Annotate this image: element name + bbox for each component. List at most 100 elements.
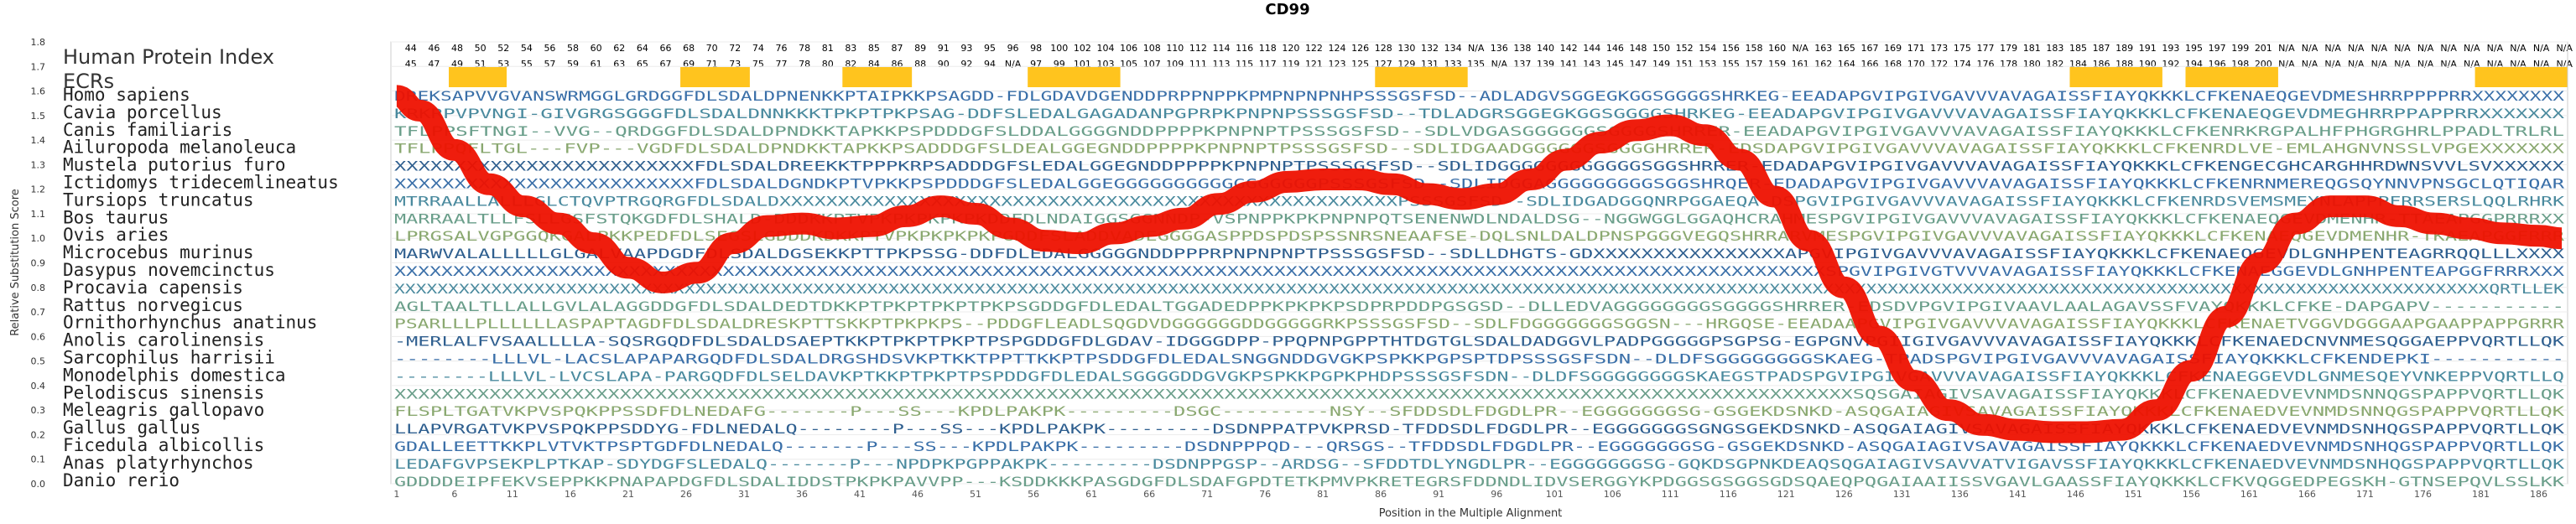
index-bottom-label: 47 xyxy=(428,59,440,70)
index-bottom-label: 75 xyxy=(752,59,764,70)
y-tick-label: 0.6 xyxy=(31,331,46,342)
index-top-label: 108 xyxy=(1143,43,1161,54)
sequence-row: XXXXXXXXXXXXXXXXXXXXXXXXXFDLSDALDGNDKPTV… xyxy=(394,176,2564,192)
sequence-row: LPRGSALVGPGGQKGALPKKPEDFDLSEGSLGDDDKDKKP… xyxy=(394,228,2564,244)
index-top-label: 74 xyxy=(752,43,764,54)
chart-title: CD99 xyxy=(1265,1,1309,18)
index-bottom-label: 143 xyxy=(1583,59,1600,70)
index-top-label: 144 xyxy=(1583,43,1600,54)
species-label: Gallus gallus xyxy=(63,418,200,438)
index-bottom-label: 115 xyxy=(1236,59,1253,70)
x-tick-label: 1 xyxy=(393,489,399,500)
species-label: Bos taurus xyxy=(63,207,169,227)
x-tick-label: 66 xyxy=(1143,489,1155,500)
x-tick-label: 176 xyxy=(2414,489,2432,500)
x-tick-label: 156 xyxy=(2183,489,2200,500)
index-top-label: 48 xyxy=(451,43,463,54)
index-bottom-label: 88 xyxy=(914,59,926,70)
ecr-region-2 xyxy=(842,67,913,87)
index-top-label: N/A xyxy=(2278,43,2295,54)
index-top-label: 56 xyxy=(544,43,555,54)
x-tick-label: 96 xyxy=(1491,489,1502,500)
substitution-score-line xyxy=(394,85,2563,444)
y-axis-label: Relative Substitution Score xyxy=(9,189,22,336)
index-top-label: 175 xyxy=(1954,43,1971,54)
index-bottom-label: N/A xyxy=(2302,59,2318,70)
index-top-label: 136 xyxy=(1491,43,1508,54)
ecr-region-7 xyxy=(2475,67,2568,87)
index-top-label: 68 xyxy=(683,43,695,54)
index-top-label: 60 xyxy=(591,43,602,54)
index-top-label: 83 xyxy=(845,43,856,54)
x-tick-label: 16 xyxy=(565,489,576,500)
sequence-row: PSARLLLPLLLLLLASPAPTAGDFDLSDALDRESKPTTSK… xyxy=(394,316,2564,332)
y-tick-label: 1.1 xyxy=(31,209,46,220)
sequence-row: LLAPVRGATVKPVSPQKPPSDDYG-FDLNEDALQ------… xyxy=(394,421,2564,437)
species-label: Mustela putorius furo xyxy=(63,155,286,175)
index-top-label: 199 xyxy=(2231,43,2249,54)
x-tick-label: 46 xyxy=(912,489,924,500)
index-top-label: 148 xyxy=(1629,43,1647,54)
index-bottom-label: 61 xyxy=(591,59,602,70)
x-tick-label: 101 xyxy=(1546,489,1564,500)
index-bottom-label: 107 xyxy=(1143,59,1161,70)
index-bottom-label: 105 xyxy=(1120,59,1137,70)
index-top-label: 181 xyxy=(2023,43,2041,54)
index-top-label: 104 xyxy=(1096,43,1114,54)
index-bottom-label: 176 xyxy=(1977,59,1995,70)
index-bottom-label: N/A xyxy=(2440,59,2457,70)
sequence-row: DREKSAPVVGVANSWRMGGLGRDGGFDLSDALDPNENKKP… xyxy=(394,88,2564,104)
index-bottom-label: 78 xyxy=(799,59,810,70)
index-top-label: 187 xyxy=(2093,43,2110,54)
index-top-label: 102 xyxy=(1074,43,1091,54)
x-tick-label: 181 xyxy=(2472,489,2490,500)
index-bottom-label: 166 xyxy=(1861,59,1879,70)
species-label: Rattus norvegicus xyxy=(63,295,243,315)
y-tick-label: 0.7 xyxy=(31,307,46,318)
species-label: Ficedula albicollis xyxy=(63,435,264,455)
index-bottom-label: 59 xyxy=(567,59,579,70)
index-top-label: 96 xyxy=(1007,43,1019,54)
x-tick-label: 11 xyxy=(507,489,518,500)
index-top-label: 66 xyxy=(659,43,671,54)
y-tick-label: 1.8 xyxy=(31,37,46,48)
index-bottom-label: 45 xyxy=(405,59,417,70)
index-bottom-label: 125 xyxy=(1351,59,1369,70)
index-bottom-label: 109 xyxy=(1166,59,1184,70)
index-bottom-label: 153 xyxy=(1699,59,1716,70)
species-label: Anas platyrhynchos xyxy=(63,453,254,473)
x-tick-label: 41 xyxy=(854,489,866,500)
x-tick-label: 61 xyxy=(1085,489,1097,500)
species-label: Homo sapiens xyxy=(63,85,190,105)
sequence-row: XXXXXXXXXXXXXXXXXXXXXXXXXXXXXXXXXXXXXXXX… xyxy=(394,386,2564,402)
index-top-label: N/A xyxy=(2417,43,2434,54)
x-tick-label: 111 xyxy=(1662,489,1679,500)
index-top-label: 93 xyxy=(960,43,972,54)
ecr-label: ECRs xyxy=(63,70,114,93)
index-top-label: 114 xyxy=(1213,43,1231,54)
x-tick-label: 71 xyxy=(1201,489,1213,500)
x-tick-label: 171 xyxy=(2356,489,2374,500)
index-top-label: N/A xyxy=(2371,43,2388,54)
species-label: Ictidomys tridecemlineatus xyxy=(63,173,339,193)
index-top-label: 185 xyxy=(2069,43,2087,54)
x-axis-label: Position in the Multiple Alignment xyxy=(1379,507,1563,520)
species-label: Dasypus novemcinctus xyxy=(63,260,275,280)
index-top-label: N/A xyxy=(2440,43,2457,54)
x-tick-label: 26 xyxy=(680,489,692,500)
index-bottom-label: N/A xyxy=(2278,59,2295,70)
index-bottom-label: 55 xyxy=(521,59,533,70)
x-tick-label: 141 xyxy=(2009,489,2027,500)
index-top-label: 116 xyxy=(1236,43,1253,54)
index-top-label: 76 xyxy=(776,43,788,54)
index-top-label: 179 xyxy=(2000,43,2017,54)
sequence-row: TFLPPQFLTGL---FVP---VGDFDLSDALDPNDKKTAPK… xyxy=(394,141,2564,157)
index-bottom-label: 162 xyxy=(1814,59,1832,70)
index-top-label: 142 xyxy=(1560,43,1578,54)
index-top-label: 106 xyxy=(1120,43,1137,54)
index-top-label: 124 xyxy=(1329,43,1346,54)
index-bottom-label: 94 xyxy=(984,59,996,70)
index-bottom-label: 151 xyxy=(1676,59,1694,70)
index-top-label: 87 xyxy=(892,43,903,54)
index-top-label: 132 xyxy=(1421,43,1439,54)
